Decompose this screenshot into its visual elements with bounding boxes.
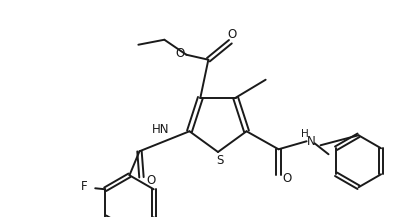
- Text: N: N: [307, 135, 316, 148]
- Text: O: O: [176, 47, 185, 60]
- Text: HN: HN: [152, 123, 169, 136]
- Text: S: S: [216, 153, 224, 166]
- Text: O: O: [282, 172, 291, 185]
- Text: F: F: [81, 180, 88, 193]
- Text: O: O: [147, 174, 156, 187]
- Text: O: O: [228, 28, 237, 41]
- Text: H: H: [300, 129, 308, 139]
